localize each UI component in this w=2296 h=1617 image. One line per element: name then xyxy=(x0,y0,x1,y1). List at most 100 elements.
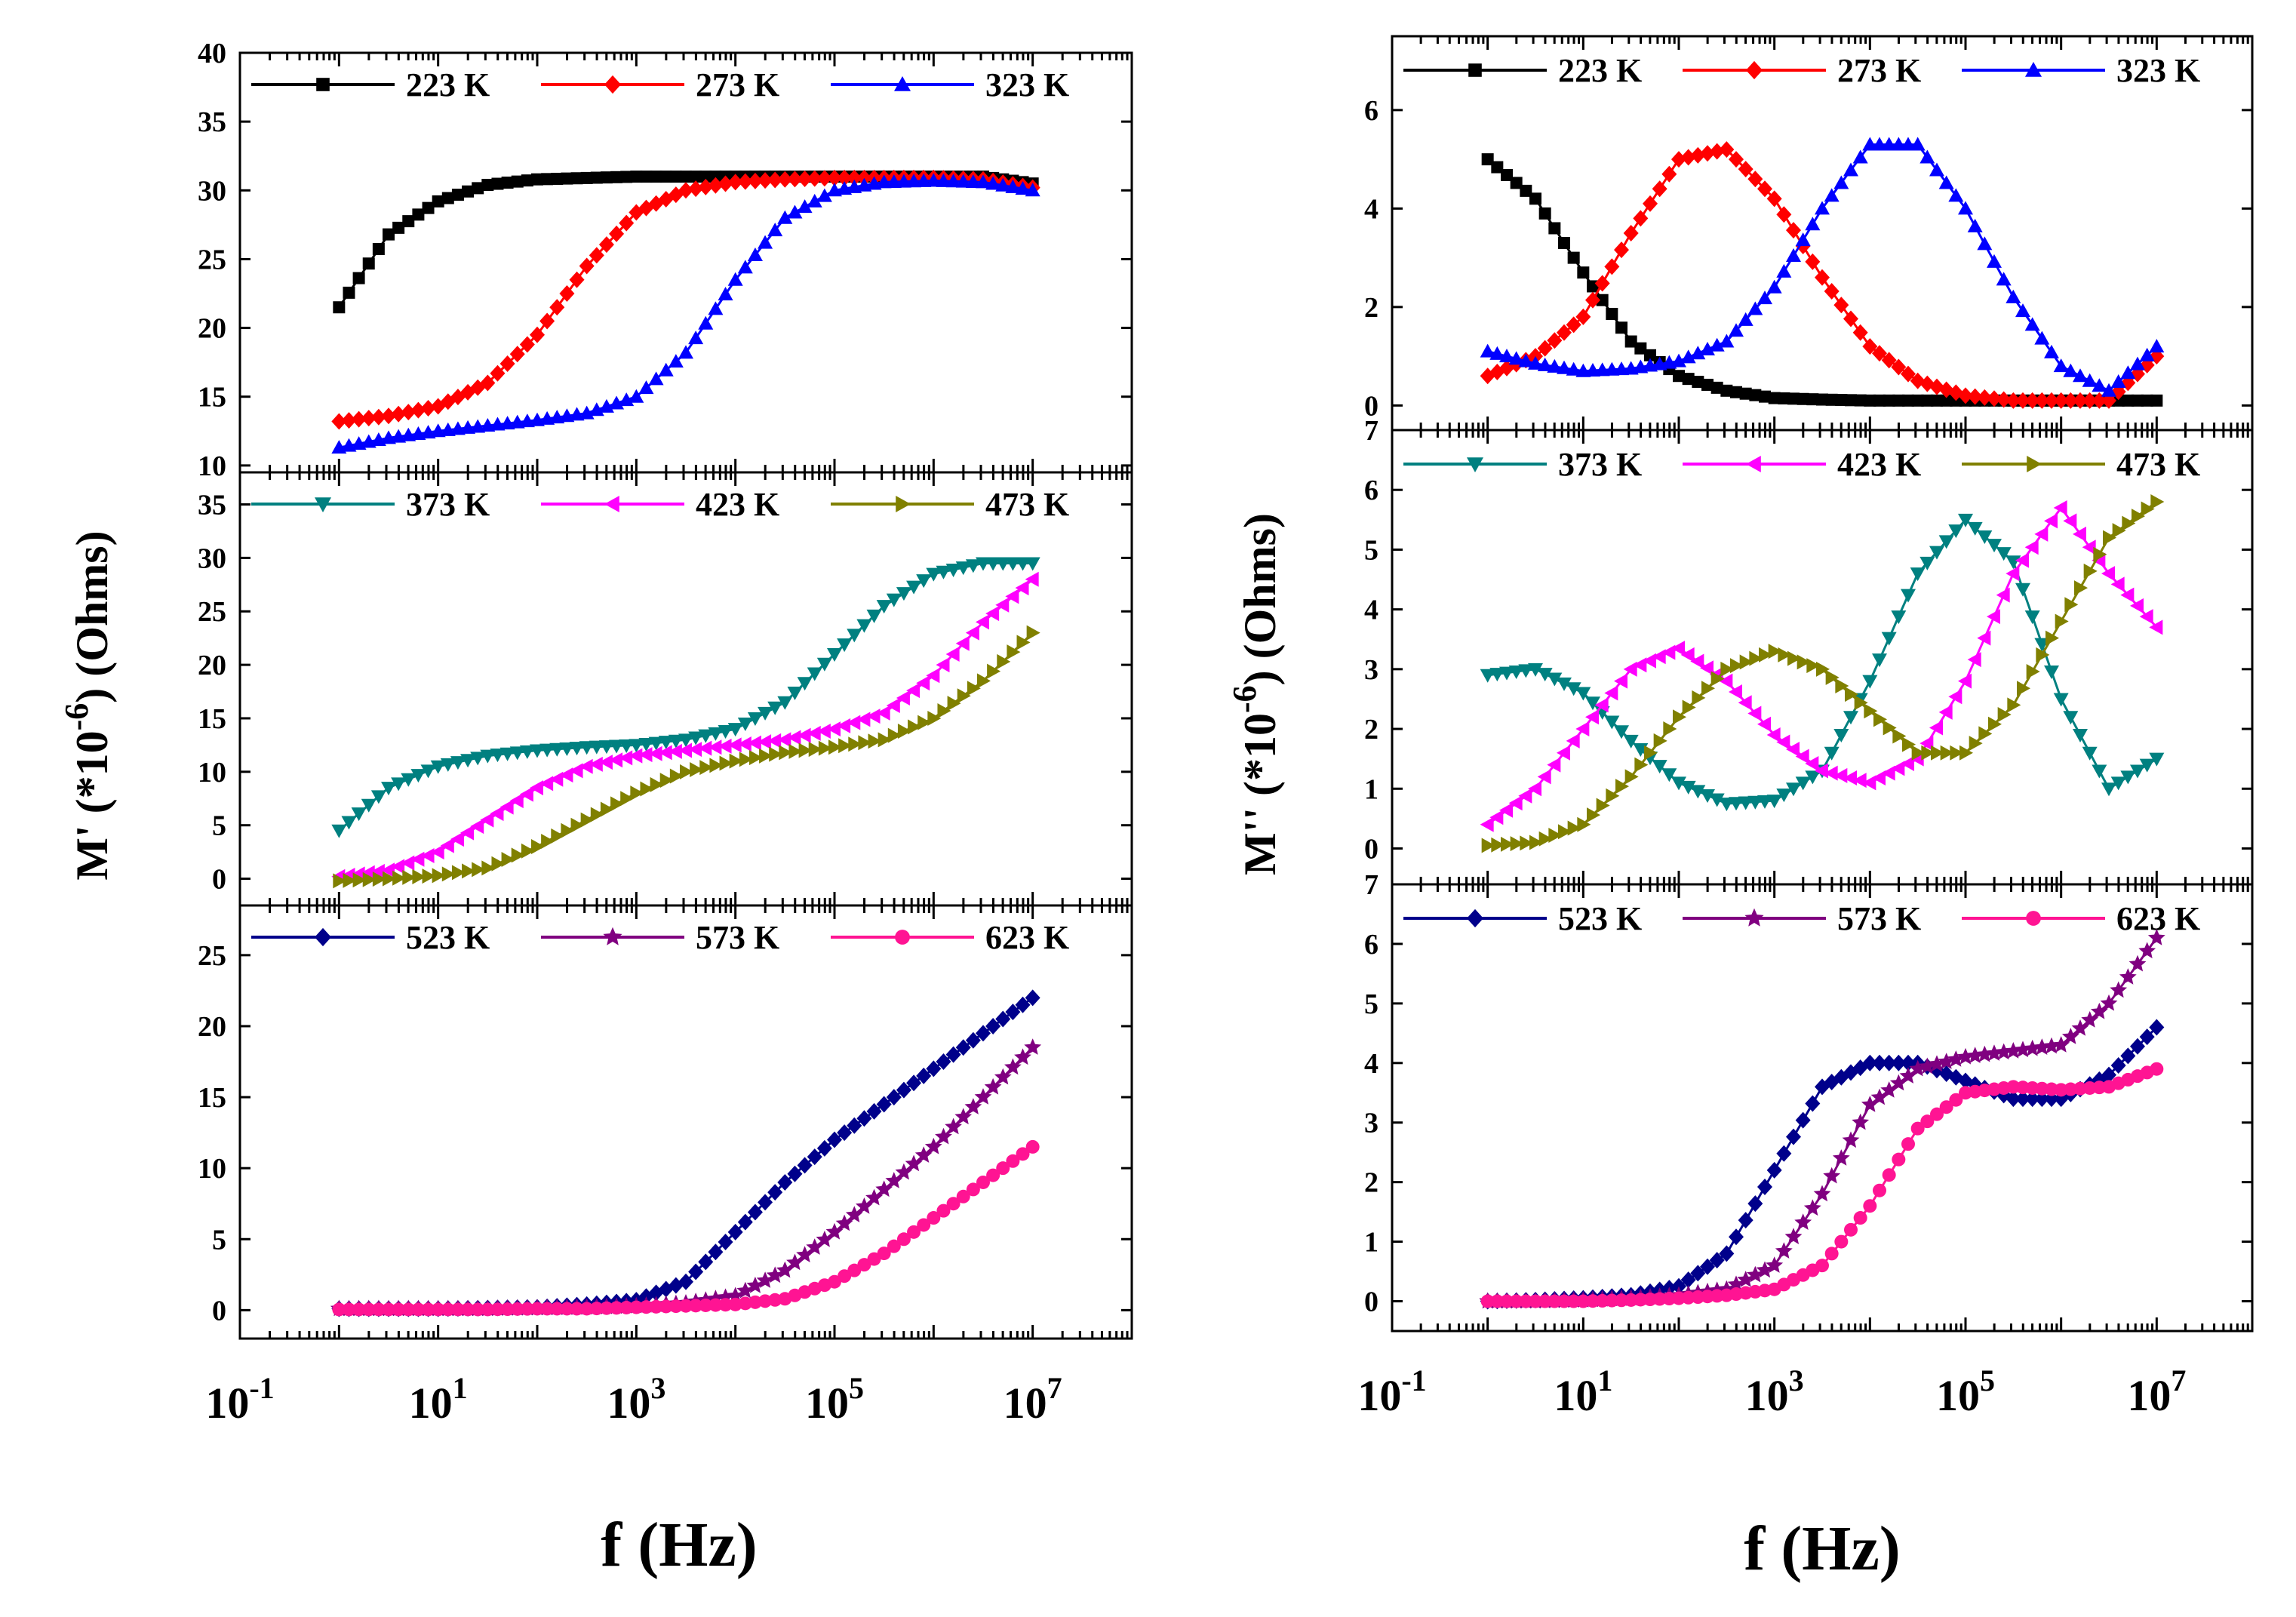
data-point xyxy=(342,1302,356,1317)
data-point xyxy=(1766,1161,1782,1179)
data-point xyxy=(1557,1294,1571,1308)
legend-marker xyxy=(2026,911,2041,926)
data-point xyxy=(1862,1054,1878,1071)
data-point xyxy=(828,1274,841,1289)
data-point xyxy=(1489,668,1505,682)
data-point xyxy=(1501,836,1514,852)
data-point xyxy=(1671,776,1686,791)
data-point xyxy=(1901,589,1916,603)
data-point xyxy=(926,668,940,684)
data-point xyxy=(1864,703,1878,719)
data-point xyxy=(1671,151,1686,168)
data-point xyxy=(1949,1093,1963,1107)
data-point xyxy=(955,174,971,188)
data-point xyxy=(1902,736,1916,752)
data-point xyxy=(2053,358,2069,373)
data-point xyxy=(718,724,733,739)
legend-label: 573 K xyxy=(696,919,779,956)
data-point xyxy=(2033,1038,2051,1055)
data-point xyxy=(747,172,763,189)
data-point xyxy=(1508,666,1524,680)
y-tick-label: 0 xyxy=(1364,833,1379,865)
legend-marker xyxy=(2027,456,2042,472)
data-point xyxy=(727,174,743,191)
data-point xyxy=(1710,671,1725,687)
data-point xyxy=(837,1124,853,1142)
data-point xyxy=(816,188,832,202)
data-point xyxy=(579,758,593,774)
data-point xyxy=(1652,180,1667,198)
data-point xyxy=(1853,1211,1867,1225)
data-point xyxy=(2015,1090,2030,1108)
data-point xyxy=(1803,1199,1821,1216)
data-point xyxy=(659,1299,673,1314)
data-point xyxy=(718,175,733,192)
data-point xyxy=(767,1184,783,1201)
data-point xyxy=(1778,392,1790,404)
legend-marker xyxy=(604,496,619,512)
data-point xyxy=(569,271,585,288)
data-point xyxy=(856,1197,873,1214)
y-tick-label: 15 xyxy=(198,1082,226,1114)
data-point xyxy=(924,1137,942,1154)
data-point xyxy=(640,781,654,797)
data-point xyxy=(916,173,932,187)
data-point xyxy=(2004,1042,2022,1059)
data-point xyxy=(1967,652,1981,668)
y-tick-label: 1 xyxy=(1364,1227,1379,1259)
y-tick-label: 10 xyxy=(198,1153,226,1185)
data-point xyxy=(966,1182,980,1197)
series-line xyxy=(1487,937,2158,1302)
y-tick-label: 6 xyxy=(1364,95,1379,127)
data-point xyxy=(1845,687,1858,702)
data-point xyxy=(1797,654,1811,670)
data-point xyxy=(1004,1058,1022,1075)
series-273-K xyxy=(331,169,1040,430)
data-point xyxy=(370,863,385,879)
data-point xyxy=(816,170,832,187)
data-point xyxy=(2101,1066,2116,1084)
data-point xyxy=(787,686,803,700)
data-point xyxy=(699,171,712,183)
x-tick-label: 103 xyxy=(1745,1363,1804,1420)
legend-marker xyxy=(1467,908,1483,928)
data-point xyxy=(432,195,444,208)
data-point xyxy=(1682,699,1696,715)
legend-marker xyxy=(895,930,910,945)
data-point xyxy=(1587,807,1600,823)
data-point xyxy=(1643,653,1656,669)
data-point xyxy=(787,171,803,188)
data-point xyxy=(371,1302,386,1317)
data-point xyxy=(352,272,365,284)
data-point xyxy=(1557,745,1570,761)
data-point xyxy=(460,383,476,401)
data-point xyxy=(1746,1265,1764,1283)
data-point xyxy=(1007,644,1021,660)
data-point xyxy=(1967,521,1983,536)
data-point xyxy=(451,865,466,881)
data-point xyxy=(1910,567,1926,582)
data-point xyxy=(1015,557,1031,571)
data-point xyxy=(1805,1095,1821,1112)
data-point xyxy=(1014,1048,1031,1065)
data-point xyxy=(876,705,890,721)
data-point xyxy=(995,177,1011,192)
data-point xyxy=(499,355,515,372)
data-point xyxy=(1766,190,1782,208)
data-point xyxy=(678,742,692,758)
y-tick-label: 25 xyxy=(198,244,226,275)
data-point xyxy=(1596,798,1610,813)
data-point xyxy=(1643,1293,1657,1307)
data-point xyxy=(1872,1054,1887,1071)
data-point xyxy=(1606,788,1620,804)
data-point xyxy=(1824,765,1838,781)
data-point xyxy=(1901,755,1914,771)
data-point xyxy=(551,172,564,185)
data-point xyxy=(708,1298,723,1312)
data-point xyxy=(977,673,991,689)
data-point xyxy=(1883,720,1897,736)
data-point xyxy=(1873,712,1887,727)
data-point xyxy=(333,301,346,314)
data-point xyxy=(351,410,367,428)
series-line xyxy=(1487,500,2158,847)
